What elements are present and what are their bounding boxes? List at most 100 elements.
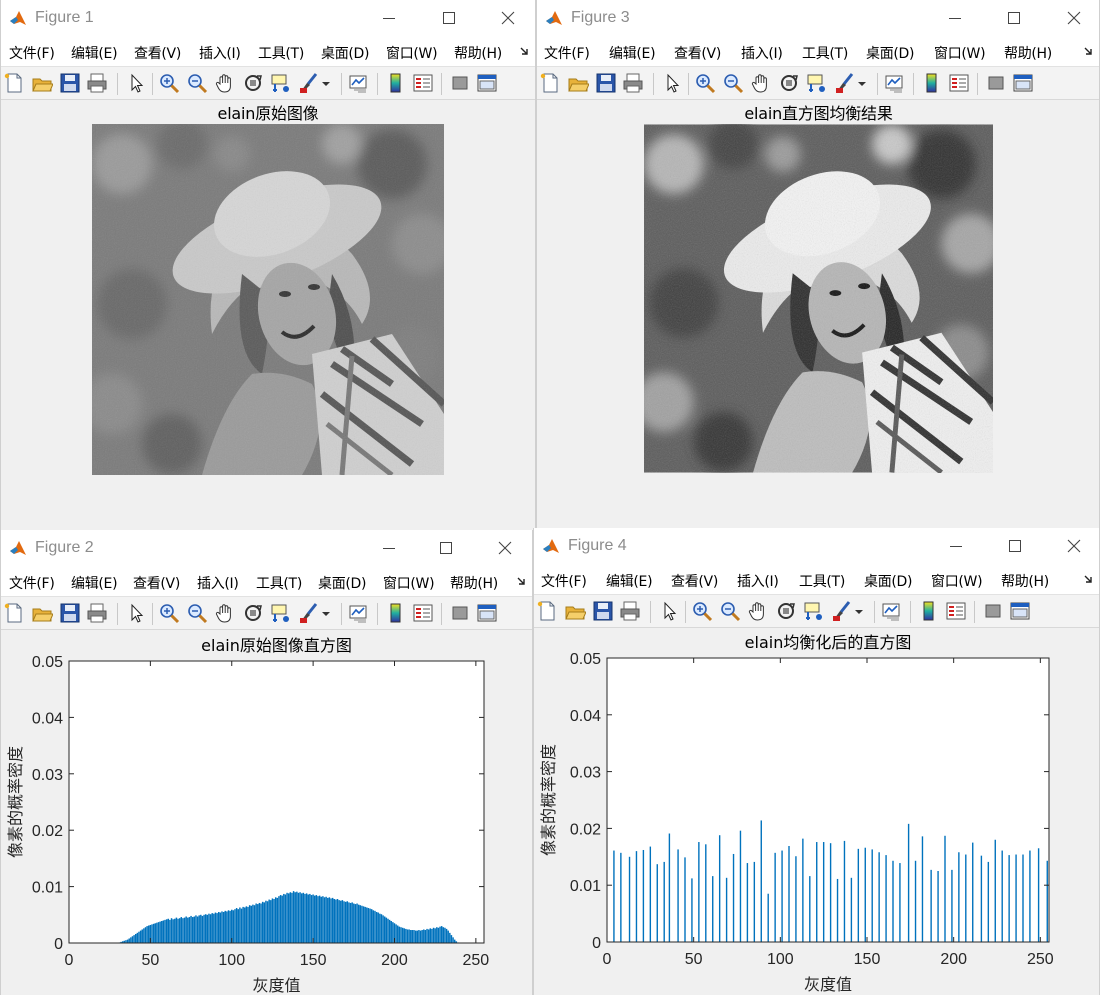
open-file-icon[interactable] bbox=[31, 72, 53, 94]
menu-overflow-icon[interactable] bbox=[1083, 572, 1095, 586]
menu-window[interactable]: 窗口(W) bbox=[931, 574, 983, 590]
zoom-in-icon[interactable] bbox=[694, 72, 716, 94]
print-icon[interactable] bbox=[619, 600, 641, 622]
menu-tools[interactable]: 工具(T) bbox=[256, 576, 302, 592]
pan-hand-icon[interactable] bbox=[750, 72, 772, 94]
menu-edit[interactable]: 编辑(E) bbox=[71, 46, 118, 62]
menu-file[interactable]: 文件(F) bbox=[9, 46, 55, 62]
zoom-in-icon[interactable] bbox=[691, 600, 713, 622]
menu-overflow-icon[interactable] bbox=[519, 44, 531, 58]
close-icon[interactable] bbox=[493, 536, 517, 560]
zoom-out-icon[interactable] bbox=[186, 72, 208, 94]
menu-overflow-icon[interactable] bbox=[516, 574, 528, 588]
print-icon[interactable] bbox=[86, 602, 108, 624]
data-cursor-icon[interactable] bbox=[270, 602, 292, 624]
data-cursor-icon[interactable] bbox=[803, 600, 825, 622]
hide-tools-icon[interactable] bbox=[982, 600, 1004, 622]
minimize-icon[interactable] bbox=[943, 6, 967, 30]
colorbar-icon[interactable] bbox=[918, 600, 940, 622]
maximize-icon[interactable] bbox=[434, 536, 458, 560]
menu-file[interactable]: 文件(F) bbox=[9, 576, 55, 592]
data-cursor-icon[interactable] bbox=[806, 72, 828, 94]
open-file-icon[interactable] bbox=[564, 600, 586, 622]
menu-window[interactable]: 窗口(W) bbox=[383, 576, 435, 592]
pointer-icon[interactable] bbox=[661, 72, 683, 94]
menu-tools[interactable]: 工具(T) bbox=[802, 46, 848, 62]
maximize-icon[interactable] bbox=[1002, 6, 1026, 30]
menu-help[interactable]: 帮助(H) bbox=[1004, 46, 1052, 62]
zoom-out-icon[interactable] bbox=[186, 602, 208, 624]
link-plot-icon[interactable] bbox=[348, 602, 370, 624]
dropdown-arrow-icon[interactable] bbox=[854, 600, 864, 622]
legend-icon[interactable] bbox=[945, 600, 967, 622]
menu-tools[interactable]: 工具(T) bbox=[799, 574, 845, 590]
zoom-in-icon[interactable] bbox=[158, 72, 180, 94]
hide-tools-icon[interactable] bbox=[449, 602, 471, 624]
colorbar-icon[interactable] bbox=[385, 72, 407, 94]
maximize-icon[interactable] bbox=[1003, 534, 1027, 558]
rotate-3d-icon[interactable] bbox=[242, 602, 264, 624]
zoom-in-icon[interactable] bbox=[158, 602, 180, 624]
legend-icon[interactable] bbox=[948, 72, 970, 94]
menu-desktop[interactable]: 桌面(D) bbox=[864, 574, 913, 590]
maximize-icon[interactable] bbox=[437, 6, 461, 30]
menu-edit[interactable]: 编辑(E) bbox=[606, 574, 653, 590]
legend-icon[interactable] bbox=[412, 602, 434, 624]
menu-insert[interactable]: 插入(I) bbox=[737, 574, 779, 590]
menu-view[interactable]: 查看(V) bbox=[133, 576, 181, 592]
menu-edit[interactable]: 编辑(E) bbox=[71, 576, 118, 592]
rotate-3d-icon[interactable] bbox=[775, 600, 797, 622]
zoom-out-icon[interactable] bbox=[719, 600, 741, 622]
rotate-3d-icon[interactable] bbox=[778, 72, 800, 94]
menu-overflow-icon[interactable] bbox=[1083, 44, 1095, 58]
save-icon[interactable] bbox=[595, 72, 617, 94]
menu-desktop[interactable]: 桌面(D) bbox=[321, 46, 370, 62]
link-plot-icon[interactable] bbox=[884, 72, 906, 94]
figure-3-window[interactable]: Figure 3 文件(F) 编辑(E) 查看(V) 插入(I) 工具(T) 桌… bbox=[536, 0, 1100, 528]
menu-view[interactable]: 查看(V) bbox=[674, 46, 722, 62]
open-file-icon[interactable] bbox=[31, 602, 53, 624]
pointer-icon[interactable] bbox=[125, 602, 147, 624]
menu-insert[interactable]: 插入(I) bbox=[199, 46, 241, 62]
close-icon[interactable] bbox=[1062, 534, 1086, 558]
save-icon[interactable] bbox=[59, 602, 81, 624]
colorbar-icon[interactable] bbox=[921, 72, 943, 94]
minimize-icon[interactable] bbox=[377, 6, 401, 30]
menu-window[interactable]: 窗口(W) bbox=[934, 46, 986, 62]
menu-view[interactable]: 查看(V) bbox=[134, 46, 182, 62]
title-bar[interactable]: Figure 2 bbox=[1, 530, 532, 566]
print-icon[interactable] bbox=[622, 72, 644, 94]
show-tools-icon[interactable] bbox=[476, 602, 498, 624]
dropdown-arrow-icon[interactable] bbox=[321, 602, 331, 624]
save-icon[interactable] bbox=[59, 72, 81, 94]
pointer-icon[interactable] bbox=[125, 72, 147, 94]
figure-4-window[interactable]: Figure 4 文件(F) 编辑(E) 查看(V) 插入(I) 工具(T) 桌… bbox=[533, 528, 1100, 995]
save-icon[interactable] bbox=[592, 600, 614, 622]
menu-window[interactable]: 窗口(W) bbox=[386, 46, 438, 62]
menu-help[interactable]: 帮助(H) bbox=[1001, 574, 1049, 590]
show-tools-icon[interactable] bbox=[1009, 600, 1031, 622]
pan-hand-icon[interactable] bbox=[214, 602, 236, 624]
show-tools-icon[interactable] bbox=[1012, 72, 1034, 94]
menu-file[interactable]: 文件(F) bbox=[541, 574, 587, 590]
brush-icon[interactable] bbox=[298, 602, 320, 624]
menu-view[interactable]: 查看(V) bbox=[671, 574, 719, 590]
menu-insert[interactable]: 插入(I) bbox=[197, 576, 239, 592]
new-figure-icon[interactable] bbox=[3, 602, 25, 624]
figure-2-window[interactable]: Figure 2 文件(F) 编辑(E) 查看(V) 插入(I) 工具(T) 桌… bbox=[0, 530, 533, 995]
menu-help[interactable]: 帮助(H) bbox=[450, 576, 498, 592]
menu-tools[interactable]: 工具(T) bbox=[258, 46, 304, 62]
new-figure-icon[interactable] bbox=[3, 72, 25, 94]
close-icon[interactable] bbox=[1062, 6, 1086, 30]
brush-icon[interactable] bbox=[834, 72, 856, 94]
close-icon[interactable] bbox=[496, 6, 520, 30]
minimize-icon[interactable] bbox=[944, 534, 968, 558]
hide-tools-icon[interactable] bbox=[985, 72, 1007, 94]
menu-desktop[interactable]: 桌面(D) bbox=[318, 576, 367, 592]
dropdown-arrow-icon[interactable] bbox=[321, 72, 331, 94]
menu-file[interactable]: 文件(F) bbox=[544, 46, 590, 62]
new-figure-icon[interactable] bbox=[539, 72, 561, 94]
zoom-out-icon[interactable] bbox=[722, 72, 744, 94]
title-bar[interactable]: Figure 1 bbox=[1, 0, 535, 36]
minimize-icon[interactable] bbox=[377, 536, 401, 560]
